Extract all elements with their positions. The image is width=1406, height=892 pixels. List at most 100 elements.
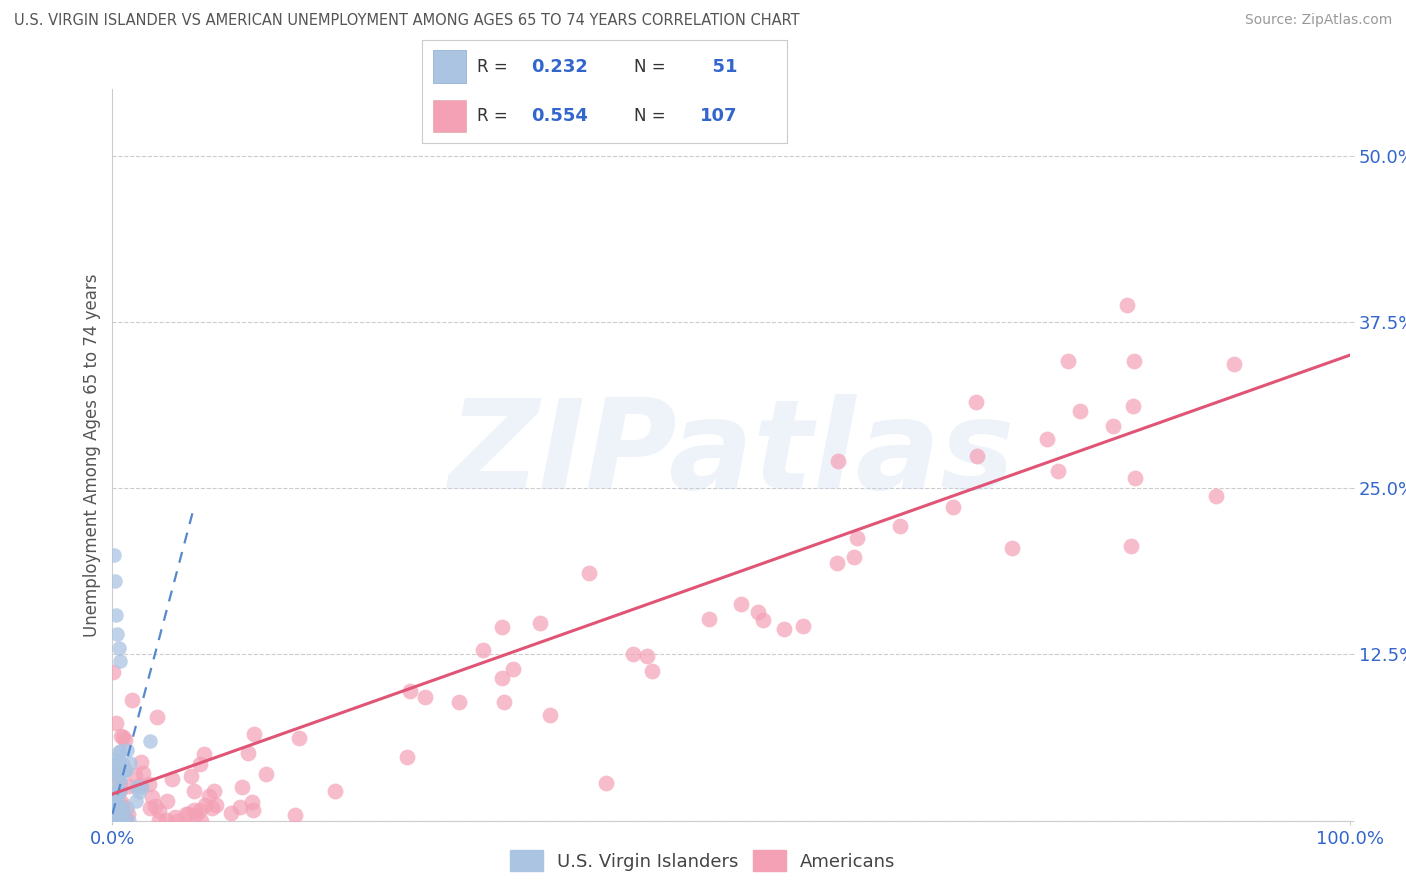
Point	[101, 812, 124, 826]
Point	[107, 804, 129, 818]
Point	[1069, 403, 1091, 417]
Point	[115, 742, 138, 756]
Point	[112, 814, 135, 828]
Point	[219, 805, 242, 820]
Point	[108, 772, 131, 787]
Point	[115, 812, 138, 826]
Point	[1036, 432, 1059, 446]
Point	[120, 756, 142, 771]
Point	[254, 767, 277, 781]
Point	[108, 744, 131, 758]
Text: 107: 107	[700, 107, 737, 125]
Point	[101, 801, 124, 815]
Point	[108, 809, 131, 823]
Point	[129, 778, 152, 792]
Point	[107, 797, 129, 811]
Point	[115, 763, 138, 777]
Point	[177, 807, 200, 822]
Point	[108, 785, 131, 799]
Y-axis label: Unemployment Among Ages 65 to 74 years: Unemployment Among Ages 65 to 74 years	[83, 273, 101, 637]
Point	[449, 695, 471, 709]
Text: 0.554: 0.554	[531, 107, 588, 125]
Point	[121, 693, 143, 707]
Point	[107, 754, 129, 768]
FancyBboxPatch shape	[433, 100, 465, 132]
Point	[117, 814, 139, 828]
Point	[1205, 489, 1227, 503]
Point	[108, 776, 131, 790]
Point	[201, 801, 224, 815]
Point	[128, 784, 150, 798]
Point	[1123, 353, 1146, 368]
Point	[965, 394, 987, 409]
Point	[502, 662, 524, 676]
Point	[139, 734, 162, 748]
Point	[491, 619, 513, 633]
Text: Source: ZipAtlas.com: Source: ZipAtlas.com	[1244, 13, 1392, 28]
Point	[110, 805, 132, 819]
Point	[118, 779, 141, 793]
Point	[132, 766, 155, 780]
Point	[942, 500, 965, 515]
Point	[641, 665, 664, 679]
Point	[104, 804, 127, 818]
Point	[105, 789, 128, 803]
Point	[105, 797, 128, 811]
Point	[1123, 471, 1146, 485]
Point	[1119, 539, 1142, 553]
Point	[751, 614, 773, 628]
Point	[110, 814, 132, 828]
Point	[107, 814, 129, 828]
Text: R =: R =	[477, 107, 513, 125]
Point	[103, 797, 125, 812]
Point	[125, 794, 148, 808]
Point	[131, 780, 153, 794]
Point	[104, 767, 127, 781]
Point	[104, 716, 127, 731]
Point	[103, 797, 125, 812]
Point	[125, 780, 148, 795]
Point	[104, 784, 127, 798]
Text: N =: N =	[634, 58, 665, 76]
Point	[1001, 541, 1024, 556]
Point	[773, 622, 796, 636]
Point	[243, 726, 266, 740]
Point	[111, 799, 134, 814]
Point	[395, 750, 418, 764]
Point	[105, 768, 128, 782]
Point	[145, 710, 167, 724]
Point	[104, 574, 127, 589]
Point	[105, 805, 128, 819]
Point	[114, 733, 136, 747]
Point	[104, 756, 127, 771]
Point	[108, 654, 131, 668]
Point	[399, 684, 422, 698]
Point	[621, 647, 644, 661]
Point	[104, 789, 127, 803]
Point	[966, 450, 988, 464]
Point	[105, 802, 128, 816]
Point	[148, 804, 170, 818]
Point	[108, 783, 131, 797]
Point	[166, 814, 188, 828]
Point	[747, 605, 769, 619]
Point	[111, 796, 134, 810]
Point	[1102, 419, 1125, 434]
Point	[101, 665, 124, 679]
Point	[107, 640, 129, 655]
Point	[190, 756, 212, 771]
Point	[636, 649, 658, 664]
Point	[188, 803, 211, 817]
Point	[110, 800, 132, 814]
Point	[180, 769, 202, 783]
Point	[114, 811, 136, 825]
Point	[236, 746, 259, 760]
Point	[160, 772, 183, 787]
Point	[108, 786, 131, 800]
Point	[1223, 357, 1246, 371]
Point	[228, 800, 250, 814]
Point	[595, 776, 617, 790]
Point	[491, 671, 513, 685]
Point	[1116, 298, 1139, 312]
Point	[204, 783, 226, 797]
